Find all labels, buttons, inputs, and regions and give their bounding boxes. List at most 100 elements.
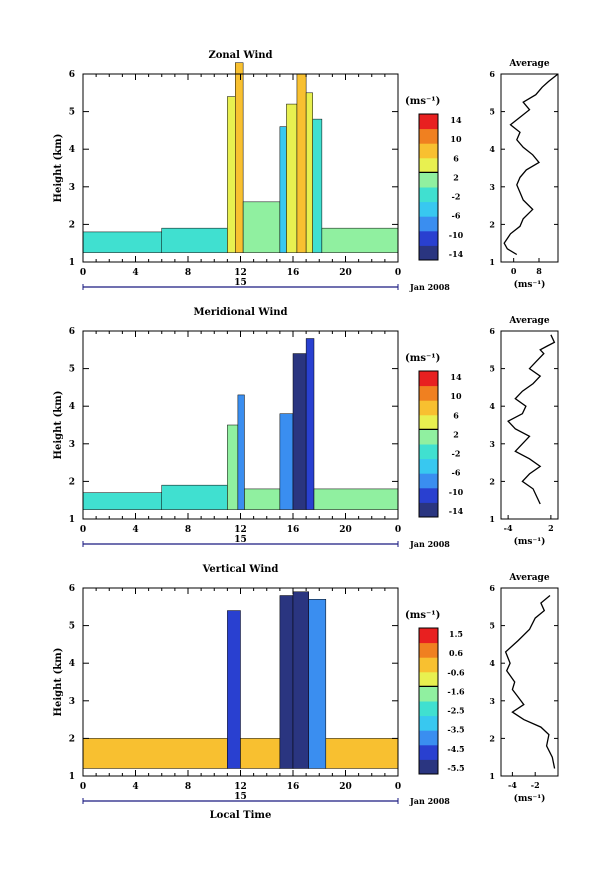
x-tick-label: 4 [132, 782, 138, 792]
x-tick-label: 8 [185, 525, 191, 535]
average-y-tick-label: 1 [489, 771, 495, 781]
y-axis-label: Height (km) [53, 391, 64, 460]
colorbar-swatch [419, 730, 438, 746]
colorbar-swatch [419, 400, 438, 416]
x-tick-label: 0 [80, 782, 86, 792]
colorbar-swatch [419, 686, 438, 702]
average-profile-line [507, 334, 556, 505]
colorbar-swatch [419, 143, 438, 159]
average-y-tick-label: 6 [489, 69, 495, 79]
y-tick-label: 2 [69, 734, 75, 744]
average-frame [500, 330, 559, 520]
heatmap-cell [237, 394, 245, 510]
x-tick-label: 0 [80, 525, 86, 535]
colorbar-tick-label: -10 [449, 230, 464, 240]
colorbar-frame [418, 627, 439, 775]
average-y-tick-label: 5 [489, 621, 495, 631]
heatmap-cell [306, 92, 313, 253]
colorbar-tick-label: -6 [452, 211, 461, 221]
contour-line [308, 599, 327, 769]
y-tick-label: 6 [69, 327, 75, 337]
y-tick-label: 5 [69, 108, 75, 118]
average-y-tick-label: 4 [489, 401, 495, 411]
colorbar-tick-label: 0.6 [449, 648, 463, 658]
y-tick-label: 3 [69, 183, 75, 193]
heatmap-cell [279, 413, 293, 510]
colorbar-tick-label: -2.5 [447, 706, 464, 716]
y-tick-label: 2 [69, 477, 75, 487]
heatmap-cell [321, 228, 398, 253]
heatmap-cell [161, 228, 228, 253]
x-tick-label: 16 [287, 268, 300, 278]
colorbar-swatch [419, 216, 438, 232]
average-y-tick-label: 6 [489, 583, 495, 593]
colorbar-swatch [419, 487, 438, 503]
average-y-tick-label: 3 [489, 182, 495, 192]
heatmap-cell [296, 74, 307, 253]
colorbar-tick-label: 14 [450, 115, 462, 125]
x-tick-label: 0 [80, 268, 86, 278]
colorbar-swatch [419, 429, 438, 445]
colorbar-swatch [419, 628, 438, 644]
average-x-label: (ms⁻¹) [514, 536, 546, 547]
colorbar-tick-label: 2 [453, 429, 459, 439]
average-x-label: (ms⁻¹) [514, 279, 546, 290]
average-y-tick-label: 5 [489, 364, 495, 374]
average-x-tick-label: 8 [536, 266, 542, 276]
x-tick-label: 8 [185, 268, 191, 278]
colorbar-swatch [419, 759, 438, 775]
x-tick-label: 4 [132, 525, 138, 535]
average-title: Average [508, 59, 549, 69]
panel-title: Zonal Wind [208, 50, 272, 61]
average-y-tick-label: 1 [489, 257, 495, 267]
colorbar-tick-label: -14 [449, 249, 464, 259]
colorbar-swatch [419, 473, 438, 489]
colorbar-swatch [419, 187, 438, 203]
x-tick-label: 20 [339, 525, 352, 535]
colorbar-tick-label: -6 [452, 468, 461, 478]
heatmap-cell [227, 610, 241, 769]
average-x-tick-label: -4 [508, 780, 517, 790]
heatmap-cell [240, 738, 280, 769]
average-y-tick-label: 4 [489, 144, 495, 154]
heatmap-cell [83, 231, 162, 253]
y-tick-label: 2 [69, 220, 75, 230]
y-tick-label: 4 [69, 145, 75, 155]
heatmap-cell [279, 595, 293, 769]
heatmap-cell [308, 599, 326, 769]
average-title: Average [508, 316, 549, 326]
heatmap-cell [314, 488, 398, 510]
contour-line [235, 62, 244, 253]
colorbar-tick-label: -4.5 [447, 744, 464, 754]
x-tick-label: 20 [339, 782, 352, 792]
y-tick-label: 4 [69, 659, 75, 669]
colorbar-tick-label: -0.6 [447, 667, 465, 677]
y-tick-label: 3 [69, 697, 75, 707]
x-tick-label: 8 [185, 782, 191, 792]
average-x-tick-label: -2 [531, 780, 540, 790]
average-profile-line [504, 594, 556, 769]
x-tick-label: 20 [339, 268, 352, 278]
colorbar-tick-label: 2 [453, 172, 459, 182]
x-tick-label: 0 [395, 268, 401, 278]
average-y-tick-label: 3 [489, 439, 495, 449]
x-tick-label: 0 [395, 525, 401, 535]
average-y-tick-label: 2 [489, 476, 495, 486]
date-label: 15 [234, 535, 247, 545]
panel-title: Meridional Wind [193, 307, 287, 318]
colorbar-swatch [419, 114, 438, 130]
date-label: 15 [234, 792, 247, 802]
x-tick-label: 12 [234, 268, 247, 278]
colorbar-frame [418, 113, 439, 261]
average-y-tick-label: 1 [489, 514, 495, 524]
average-y-tick-label: 2 [489, 733, 495, 743]
heatmap-cell [83, 492, 162, 510]
average-x-tick-label: -4 [504, 523, 513, 533]
units-label: (ms⁻¹) [405, 610, 440, 621]
colorbar-tick-label: 10 [450, 134, 462, 144]
heatmap-cell [83, 738, 228, 769]
heatmap-cell [161, 485, 228, 510]
heatmap-cell [279, 126, 287, 253]
